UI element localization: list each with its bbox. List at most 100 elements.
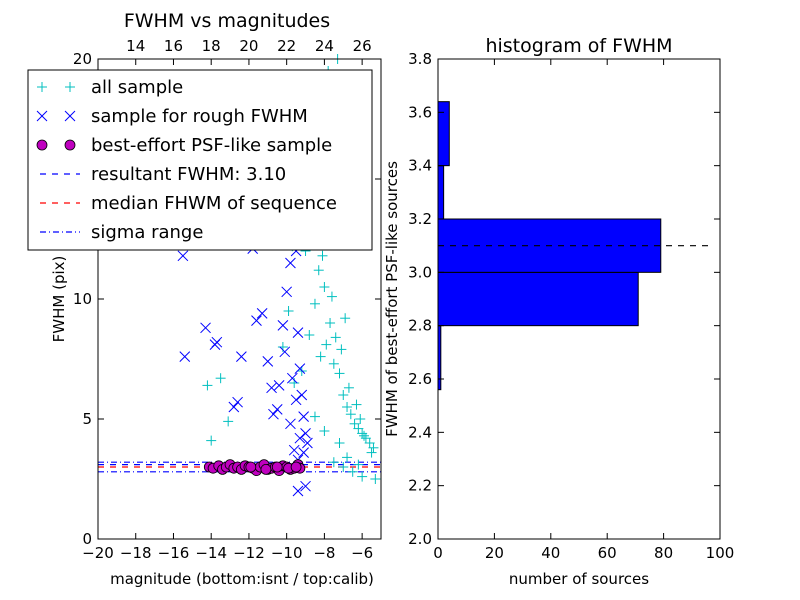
- series-0-point: [353, 459, 364, 470]
- series-0-point: [313, 265, 324, 276]
- hist-x-tick-label: 80: [654, 544, 673, 562]
- series-0-point: [328, 457, 339, 468]
- hist-y-tick-label: 2.4: [408, 423, 432, 441]
- series-1-point-d2: [298, 411, 310, 422]
- hist-x-tick-label: 40: [541, 544, 560, 562]
- hist-y-tick-label: 3.6: [408, 103, 432, 121]
- series-1-point-d2: [179, 351, 191, 362]
- histogram-bar: [437, 165, 445, 220]
- series-0-point: [355, 414, 366, 424]
- series-1-point: [298, 447, 310, 458]
- series-0-point: [330, 332, 341, 343]
- series-1-point: [302, 437, 313, 449]
- series-1-point-d2: [300, 428, 311, 439]
- scatter-xlabel: magnitude (bottom:isnt / top:calib): [110, 570, 374, 588]
- series-0-point: [325, 318, 336, 328]
- series-1-point-d2: [290, 394, 302, 406]
- series-1-point-d2: [273, 380, 285, 391]
- series-2-point-dot: [260, 463, 272, 475]
- series-2-point: [260, 463, 272, 475]
- series-0-point: [334, 438, 345, 448]
- y-tick-label: 5: [82, 410, 92, 428]
- series-0-point: [368, 442, 379, 453]
- series-0-point: [315, 351, 326, 362]
- series-2-point: [271, 461, 283, 473]
- series-1-point-d2: [256, 308, 268, 319]
- series-0-point: [319, 426, 330, 436]
- series-2-point: [245, 461, 257, 473]
- x-tick-label: −14: [195, 544, 227, 562]
- y-tick-label: 0: [82, 530, 92, 548]
- hist-x-tick-label: 20: [485, 544, 504, 562]
- series-1-point: [271, 404, 283, 415]
- series-2-point-dot: [290, 461, 302, 473]
- top-tick-label: 20: [239, 37, 258, 55]
- legend-marker: [36, 110, 48, 122]
- series-1-point-d2: [302, 437, 313, 449]
- legend-marker-dot: [36, 139, 48, 151]
- series-0-point: [202, 380, 213, 391]
- series-1-point: [300, 428, 311, 439]
- series-1-point-d2: [277, 320, 289, 331]
- hist-y-tick-label: 2.6: [408, 370, 432, 388]
- series-1-point: [286, 372, 298, 384]
- series-1-point-d2: [268, 408, 279, 420]
- series-0-point: [347, 466, 358, 477]
- series-0-point: [321, 339, 332, 350]
- series-1-point: [285, 418, 296, 430]
- series-1-point-d2: [177, 250, 189, 262]
- top-tick-label: 14: [126, 37, 145, 55]
- legend-label: best-effort PSF-like sample: [91, 135, 332, 156]
- series-1-point-d2: [228, 401, 240, 413]
- series-1-point: [266, 382, 277, 394]
- legend-marker-d2: [64, 110, 76, 122]
- top-tick-label: 22: [277, 37, 296, 55]
- series-2-point-dot: [245, 461, 257, 473]
- legend-marker: [65, 82, 75, 92]
- series-0-point: [342, 402, 353, 412]
- series-0-point: [309, 411, 320, 422]
- series-1-point-d2: [300, 480, 311, 492]
- legend-marker-d2: [36, 110, 48, 122]
- series-0-point: [357, 471, 368, 482]
- series-1-point: [268, 408, 279, 420]
- series-0-point: [326, 291, 337, 302]
- histogram-ylabel: FWHM of best-effort PSF-like sources: [383, 161, 401, 437]
- histogram-chart: 0 20 40 60 80 100 2.0 2.2 2.4 2.6 2.8 3.0 3.2 3.4 3.6 3…: [383, 35, 734, 588]
- series-1-point-d2: [294, 432, 306, 444]
- x-tick-label: −10: [271, 544, 303, 562]
- series-0-point: [359, 430, 370, 441]
- series-1-point: [179, 351, 191, 362]
- hist-x-tick-label: 60: [598, 544, 617, 562]
- series-0-point: [215, 373, 226, 384]
- legend-marker: [37, 82, 47, 92]
- legend-label: all sample: [91, 77, 183, 98]
- series-1-point-d2: [292, 327, 304, 338]
- series-0-point: [206, 435, 217, 446]
- scatter-title: FWHM vs magnitudes: [124, 10, 330, 32]
- series-1-point: [177, 250, 189, 262]
- histogram-marks: [437, 101, 709, 391]
- x-tick-label: −12: [233, 544, 265, 562]
- series-0-point: [366, 447, 377, 458]
- series-1-point: [294, 363, 306, 374]
- hist-x-tick-label: 100: [706, 544, 735, 562]
- top-tick-label: 18: [202, 37, 221, 55]
- series-1-point: [279, 346, 291, 358]
- scatter-ylabel: FWHM (pix): [50, 256, 68, 343]
- scatter-chart: −20−18−16−14−12−10−8−6051015201416182022…: [27, 10, 382, 588]
- series-1-point-d2: [200, 322, 211, 334]
- x-tick-label: −6: [351, 544, 373, 562]
- series-1-point: [281, 286, 293, 298]
- series-1-point-d2: [262, 356, 274, 367]
- series-1-point-d2: [294, 363, 306, 374]
- series-0-point: [283, 306, 294, 316]
- series-0-point: [351, 399, 362, 410]
- series-1-point: [288, 444, 300, 456]
- series-1-point-d2: [288, 444, 300, 456]
- series-1-point: [256, 308, 268, 319]
- x-tick-label: −16: [158, 544, 190, 562]
- hist-y-tick-label: 3.8: [408, 50, 432, 68]
- histogram-title: histogram of FWHM: [485, 35, 672, 57]
- series-0-point: [338, 462, 349, 472]
